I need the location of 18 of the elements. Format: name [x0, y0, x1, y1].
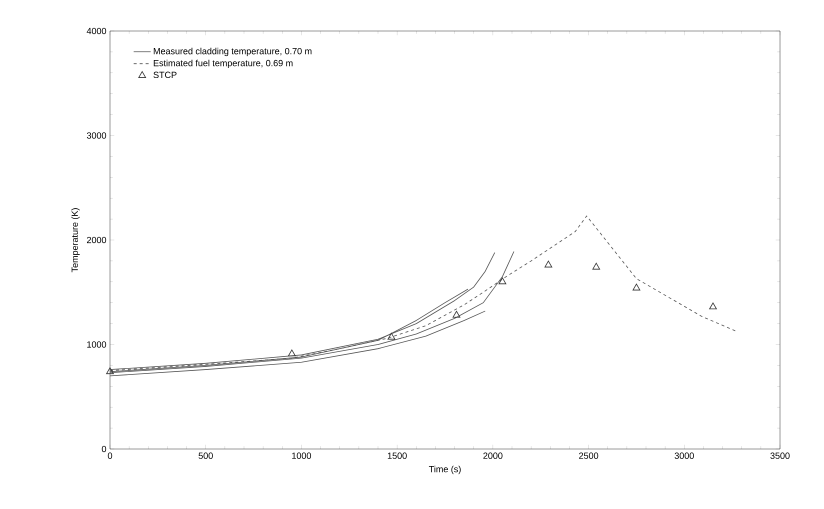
x-tick-label: 2000 [483, 452, 502, 459]
y-tick-label: 4000 [86, 28, 106, 34]
x-tick-label: 3500 [770, 452, 790, 459]
x-tick-label: 1000 [292, 452, 312, 459]
x-tick-label: 1500 [388, 452, 407, 459]
y-tick-label: 3000 [86, 132, 106, 139]
y-tick-label: 0 [102, 446, 106, 452]
x-tick-label: 0 [108, 452, 112, 459]
y-axis-title: Temperature (K) [71, 208, 80, 272]
y-tick-label: 1000 [87, 341, 106, 348]
x-tick-label: 2500 [579, 452, 598, 459]
x-tick-label: 3000 [674, 452, 694, 459]
y-tick-label: 2000 [86, 236, 106, 244]
legend-label: Estimated fuel temperature, 0.69 m [154, 60, 293, 68]
x-tick-label: 500 [198, 452, 213, 459]
legend-label: STCP [153, 72, 177, 78]
x-axis-title: Time (s) [428, 466, 461, 474]
legend-label: Measured cladding temperature, 0.70 m [154, 48, 312, 56]
